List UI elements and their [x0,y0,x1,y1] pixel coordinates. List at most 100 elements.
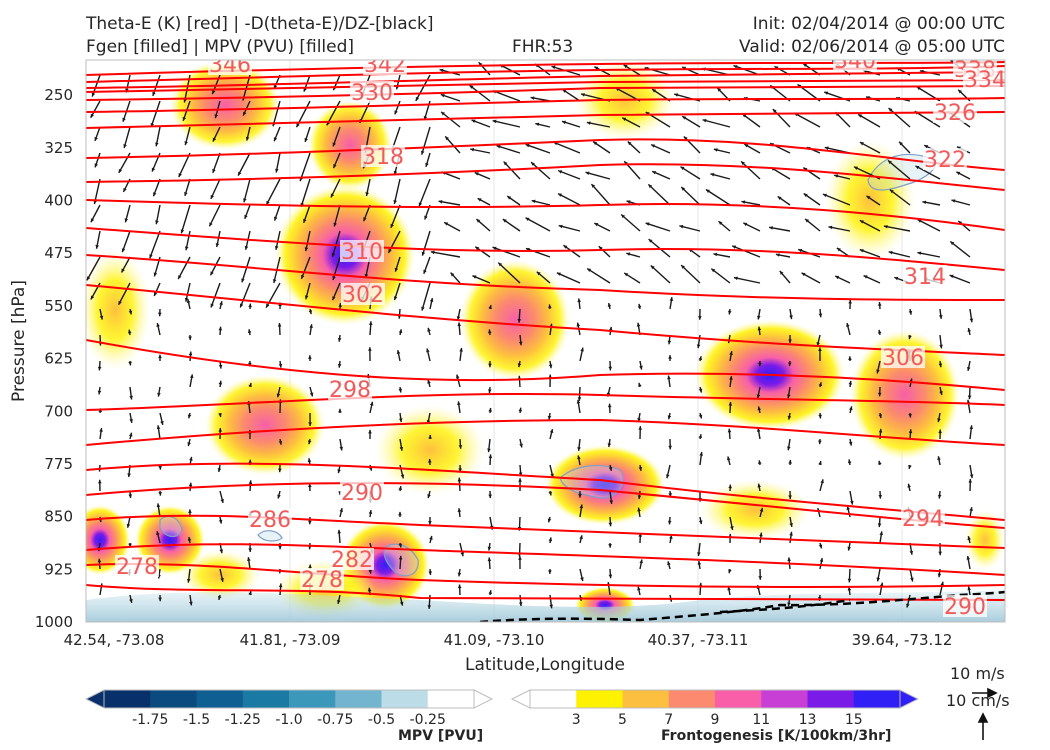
wind-vector-head [879,582,884,587]
theta-e-290b [86,482,1005,529]
y-tick-475: 475 [44,244,73,262]
theta-e-label-322: 322 [924,148,966,173]
wind-vector-head [667,375,671,380]
theta-e-label-bg [881,346,925,368]
wind-vector [586,267,611,284]
wind-vector-head [639,365,643,370]
wind-vector-head [530,96,535,100]
wind-vector-head [153,272,158,277]
wind-vector-head [487,448,491,453]
wind-vector [557,193,581,206]
wind-vector-head [562,89,567,93]
wind-vector-head [594,223,599,227]
wind-vector-head [217,468,222,472]
wind-vector-head [331,253,336,257]
wind-vector-head [218,413,222,418]
wind-vector-head [277,322,282,327]
wind-vector-head [803,167,808,172]
wind-vector-head [713,148,718,152]
wind-vector-head [769,226,773,230]
wind-vector-head [876,369,880,374]
colorbar-tick-3: 3 [572,712,581,728]
wind-vector-head [86,276,91,281]
wind-vector [237,152,251,176]
wind-vector [888,107,911,128]
wind-vector-head [956,171,961,176]
wind-vector-head [848,356,852,360]
wind-vector-head [273,137,278,142]
wind-vector-head [805,218,810,223]
wind-vector-head [908,429,913,434]
wind-vector-head [152,91,156,96]
colorbar-tick--0.25: -0.25 [410,712,446,728]
wind-vector-head [423,269,427,274]
colorbar-extend-right [899,689,920,709]
wind-vector-head [681,265,685,269]
wind-vector [444,135,461,154]
wind-vector-head [967,586,971,591]
wind-vector-head [727,310,732,315]
wind-vector-head [188,482,193,487]
theta-e-label-bg [350,81,394,103]
wind-vector-head [97,558,102,563]
wind-vector [914,110,941,128]
theta-e-310 [86,254,1005,301]
wind-vector-head [239,303,244,308]
wind-vector-head [637,303,642,308]
wind-vector-head [937,573,942,578]
wind-vector-head [576,399,581,404]
wind-vector-head [304,295,309,300]
wind-vector-head [818,414,822,419]
wind-vector-head [598,246,603,251]
wind-vector-head [266,200,270,205]
wind-vector-head [741,200,746,204]
wind-vector-head [189,374,194,379]
wind-vector-head [967,536,971,541]
wind-vector-head [507,196,512,200]
wind-vector-head [337,469,341,474]
wind-vector-head [129,418,133,423]
wind-vector-head [729,376,733,380]
x-axis-label: Latitude,Longitude [465,655,625,675]
wind-vector [121,230,131,253]
wind-vector [770,166,791,180]
wind-vector [469,84,491,102]
wind-vector [86,256,101,281]
wind-vector-head [789,315,793,320]
wind-vector-head [586,121,591,125]
wind-vector-head [549,604,554,609]
wind-vector-head [155,220,159,225]
wind-vector-head [798,248,803,253]
wind-vector-head [728,401,733,406]
wind-vector-head [471,119,476,123]
wind-vector-head [608,522,613,527]
wind-vector [859,219,881,232]
wind-vector-head [398,418,403,423]
wind-vector-head [665,474,670,479]
wind-vector-head [638,532,643,537]
wind-vector-head [757,326,762,331]
wind-vector-head [668,445,672,450]
wind-vector-head [636,322,641,327]
wind-vector-head [758,460,762,465]
wind-vector-head [156,323,160,327]
wind-vector-head [488,454,493,459]
wind-vector-head [218,519,223,524]
wind-vector-head [726,456,731,461]
wind-vector [492,246,521,258]
wind-vector-head [637,495,642,500]
wind-vector-head [698,434,703,439]
wind-vector [530,161,551,180]
wind-vector-head [667,520,672,525]
wind-vector-head [398,329,403,334]
wind-vector [492,119,521,128]
wind-vector-head [848,441,853,446]
wind-vector-head [398,543,402,548]
colorbar-swatch [853,690,901,708]
wind-vector-head [128,361,132,366]
wind-vector-head [638,426,643,430]
wind-vector-head [308,564,312,569]
wind-vector-head [969,474,974,479]
wind-vector-head [652,171,657,175]
wind-vector [152,74,161,97]
